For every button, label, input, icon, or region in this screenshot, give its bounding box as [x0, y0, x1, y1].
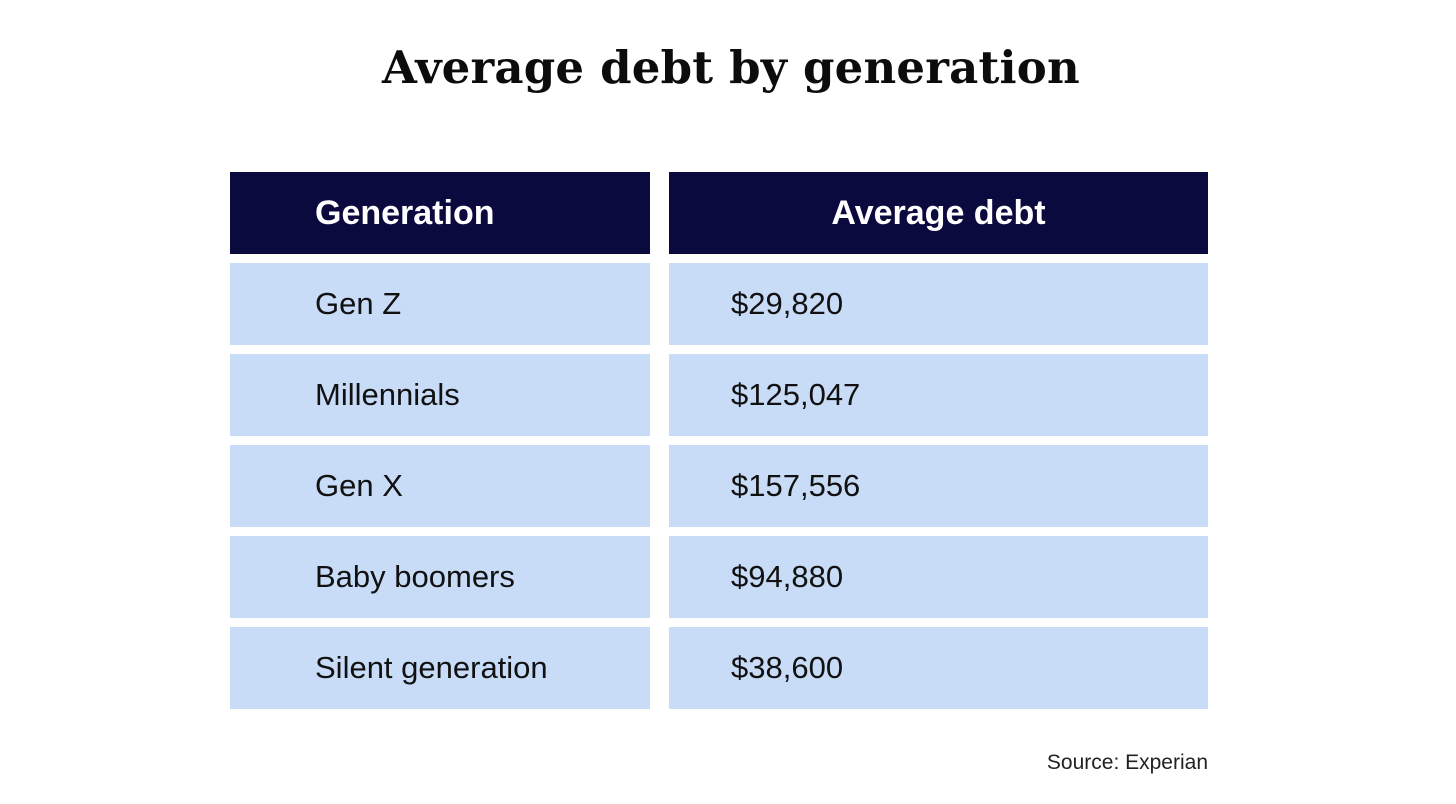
average-debt-cell: $125,047 [669, 354, 1208, 436]
table-row: Baby boomers $94,880 [230, 536, 1208, 618]
table-row: Millennials $125,047 [230, 354, 1208, 436]
table-row: Gen X $157,556 [230, 445, 1208, 527]
generation-cell: Silent generation [230, 627, 650, 709]
average-debt-cell: $38,600 [669, 627, 1208, 709]
debt-table: Generation Average debt Gen Z $29,820 Mi… [230, 172, 1208, 718]
source-note: Source: Experian [1046, 751, 1208, 774]
table-row: Silent generation $38,600 [230, 627, 1208, 709]
generation-cell: Gen Z [230, 263, 650, 345]
average-debt-cell: $94,880 [669, 536, 1208, 618]
chart-title: Average debt by generation [382, 41, 1080, 94]
average-debt-cell: $157,556 [669, 445, 1208, 527]
column-header-average-debt: Average debt [669, 172, 1208, 254]
average-debt-cell: $29,820 [669, 263, 1208, 345]
table-row: Gen Z $29,820 [230, 263, 1208, 345]
column-header-generation: Generation [230, 172, 650, 254]
generation-cell: Millennials [230, 354, 650, 436]
generation-cell: Baby boomers [230, 536, 650, 618]
table-header-row: Generation Average debt [230, 172, 1208, 254]
generation-cell: Gen X [230, 445, 650, 527]
